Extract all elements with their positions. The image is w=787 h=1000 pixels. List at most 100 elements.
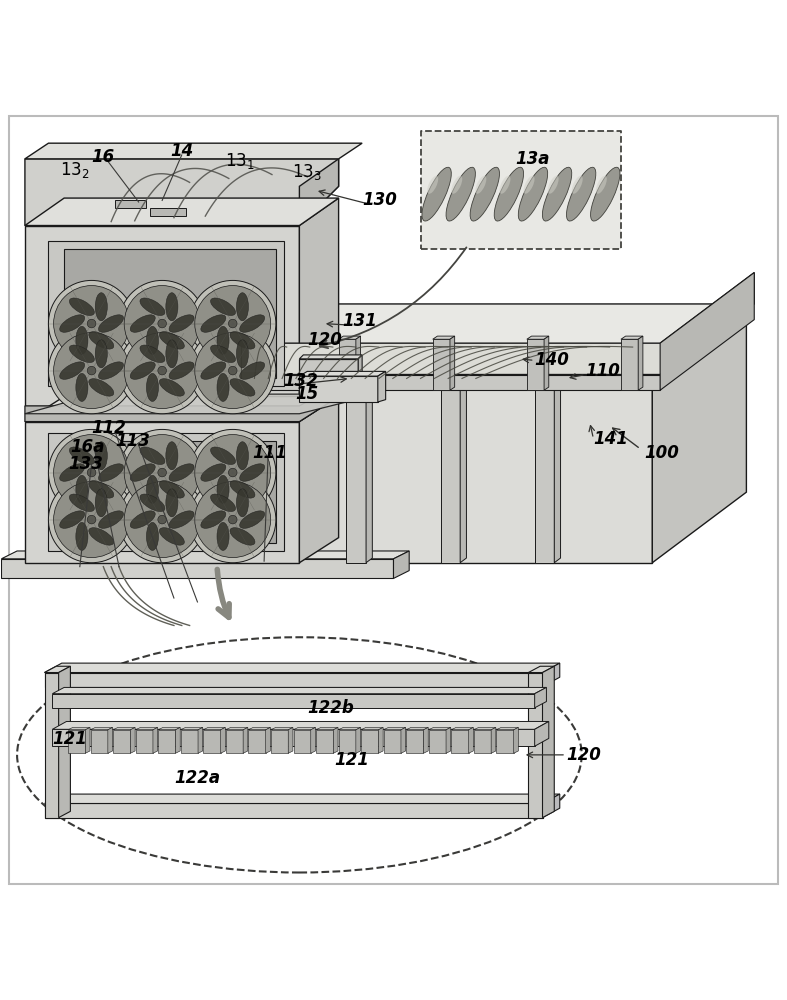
Polygon shape — [361, 730, 379, 753]
Polygon shape — [59, 666, 70, 818]
Polygon shape — [49, 433, 283, 551]
Ellipse shape — [69, 447, 94, 464]
Circle shape — [119, 476, 205, 563]
Ellipse shape — [76, 326, 88, 354]
Text: 120: 120 — [566, 746, 601, 764]
Polygon shape — [460, 386, 467, 563]
Ellipse shape — [95, 442, 107, 470]
Polygon shape — [271, 727, 293, 730]
Polygon shape — [115, 200, 146, 208]
Polygon shape — [451, 730, 468, 753]
Polygon shape — [474, 727, 496, 730]
Polygon shape — [652, 304, 746, 563]
Ellipse shape — [494, 167, 523, 221]
Ellipse shape — [519, 167, 548, 221]
Ellipse shape — [98, 511, 124, 528]
Ellipse shape — [146, 326, 158, 354]
Circle shape — [228, 468, 237, 477]
Text: 141: 141 — [593, 430, 628, 448]
Ellipse shape — [169, 511, 194, 528]
Ellipse shape — [130, 511, 155, 528]
Polygon shape — [203, 730, 220, 753]
Ellipse shape — [76, 373, 88, 401]
Ellipse shape — [140, 298, 165, 315]
Circle shape — [54, 333, 130, 409]
Ellipse shape — [236, 489, 249, 517]
Text: 121: 121 — [53, 730, 87, 748]
Polygon shape — [181, 730, 198, 753]
Polygon shape — [237, 375, 652, 563]
Polygon shape — [621, 339, 638, 390]
Text: 100: 100 — [645, 444, 679, 462]
Circle shape — [158, 468, 167, 477]
Ellipse shape — [130, 464, 155, 481]
Polygon shape — [497, 727, 519, 730]
Polygon shape — [338, 727, 360, 730]
Polygon shape — [53, 721, 549, 729]
Circle shape — [194, 286, 271, 362]
Polygon shape — [406, 730, 423, 753]
Polygon shape — [229, 375, 660, 390]
Ellipse shape — [140, 345, 165, 363]
Polygon shape — [25, 384, 338, 422]
Ellipse shape — [140, 494, 165, 512]
Text: $13_2$: $13_2$ — [61, 160, 90, 180]
Polygon shape — [316, 730, 334, 753]
Circle shape — [119, 327, 205, 414]
Polygon shape — [108, 727, 113, 753]
Polygon shape — [229, 273, 754, 375]
Ellipse shape — [166, 293, 178, 321]
Ellipse shape — [201, 315, 226, 332]
Polygon shape — [338, 339, 356, 390]
Ellipse shape — [60, 464, 85, 481]
Polygon shape — [316, 727, 338, 730]
Ellipse shape — [427, 176, 438, 194]
Polygon shape — [542, 794, 560, 818]
Polygon shape — [150, 208, 186, 216]
Ellipse shape — [166, 340, 178, 368]
Polygon shape — [542, 666, 554, 818]
Polygon shape — [68, 730, 85, 753]
Polygon shape — [660, 273, 754, 390]
Ellipse shape — [130, 315, 155, 332]
Polygon shape — [176, 727, 180, 753]
Circle shape — [158, 366, 167, 375]
Circle shape — [87, 468, 96, 477]
Polygon shape — [271, 730, 288, 753]
Circle shape — [119, 280, 205, 367]
Circle shape — [54, 286, 130, 362]
Ellipse shape — [98, 315, 124, 332]
Polygon shape — [299, 159, 338, 226]
Ellipse shape — [98, 362, 124, 379]
Polygon shape — [25, 226, 299, 406]
Polygon shape — [203, 727, 225, 730]
Ellipse shape — [230, 379, 255, 396]
Polygon shape — [53, 729, 534, 746]
Ellipse shape — [236, 340, 249, 368]
Ellipse shape — [590, 167, 620, 221]
Polygon shape — [534, 386, 560, 390]
Circle shape — [54, 435, 130, 511]
Polygon shape — [245, 339, 262, 390]
Ellipse shape — [239, 315, 264, 332]
Polygon shape — [554, 386, 560, 563]
Polygon shape — [158, 730, 176, 753]
Polygon shape — [338, 730, 356, 753]
Polygon shape — [25, 159, 338, 226]
Polygon shape — [299, 371, 386, 376]
Polygon shape — [527, 339, 544, 390]
Polygon shape — [68, 727, 90, 730]
Polygon shape — [534, 687, 546, 708]
Polygon shape — [346, 386, 372, 390]
Polygon shape — [356, 336, 360, 390]
Polygon shape — [45, 803, 542, 818]
Polygon shape — [272, 386, 279, 563]
Polygon shape — [528, 673, 542, 818]
Polygon shape — [527, 336, 549, 339]
Ellipse shape — [69, 298, 94, 315]
Ellipse shape — [201, 511, 226, 528]
Ellipse shape — [146, 373, 158, 401]
Polygon shape — [198, 727, 203, 753]
Polygon shape — [85, 727, 90, 753]
Polygon shape — [113, 727, 135, 730]
